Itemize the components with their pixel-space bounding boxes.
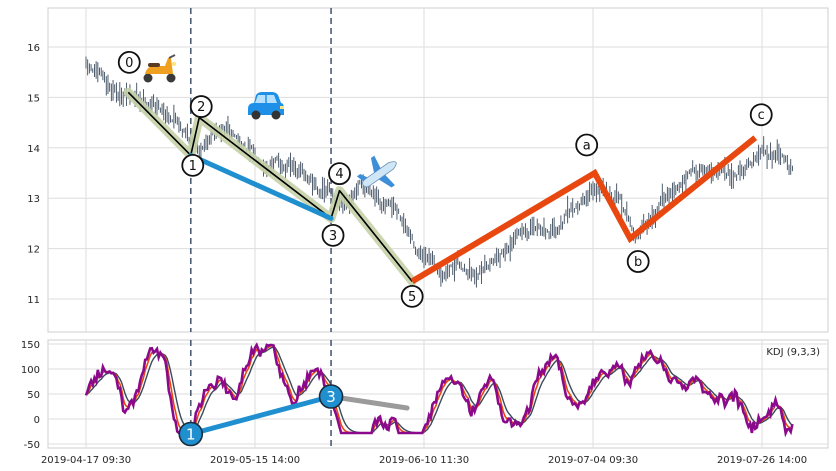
wave-label-text: b	[634, 255, 642, 270]
wave-1-3-connector-line	[188, 152, 334, 221]
x-tick-label: 2019-06-10 11:30	[379, 455, 469, 466]
wave-label-circle	[189, 95, 213, 118]
price-y-ticks: 11 12 13 14 15 16	[27, 43, 40, 306]
scooter-wheel-front	[166, 73, 176, 83]
kdj-y-tick-label: -50	[24, 440, 40, 451]
wave-label-text: c	[758, 108, 765, 123]
airplane-wing-bottom	[378, 174, 395, 188]
kdj-annotation-label: 3	[326, 388, 336, 406]
wave-label-text: a	[583, 139, 591, 154]
kdj-lines	[84, 342, 794, 438]
car-wheel-rear	[251, 110, 261, 120]
scooter-wheel-rear	[143, 73, 153, 83]
kdj-annotation-label: 1	[186, 426, 196, 444]
wave-label-text: 2	[197, 100, 205, 115]
kdj-y-tick-label: 150	[21, 340, 40, 351]
scooter-handle	[168, 54, 176, 59]
price-y-tick-label: 16	[27, 43, 40, 54]
price-panel-frame	[47, 7, 829, 333]
airplane-icon	[356, 155, 397, 188]
kdj-y-ticks: -50 0 50 100 150	[21, 340, 40, 451]
kdj-annotation-line	[188, 394, 334, 437]
kdj-annotation-tail	[328, 394, 410, 411]
car-wheel-front	[271, 110, 281, 120]
kdj-y-tick-label: 100	[21, 365, 40, 376]
wave-label-text: 4	[335, 167, 343, 182]
wave-label-circle	[181, 153, 205, 177]
impulse-wave-line	[127, 91, 413, 282]
scooter-seat	[148, 63, 160, 67]
wave-label-circle	[626, 250, 650, 273]
wave-label-text: 3	[329, 229, 337, 244]
kdj-d-line	[85, 346, 793, 434]
kdj-legend: KDJ (9,3,3)	[766, 347, 820, 358]
wave-label-text: 5	[408, 290, 416, 305]
wave-label-circle	[117, 50, 141, 74]
x-tick-label: 2019-04-17 09:30	[41, 455, 131, 466]
kdj-y-tick-label: 0	[34, 415, 40, 426]
scooter-icon	[143, 54, 176, 83]
airplane-fuselage	[362, 161, 397, 188]
price-y-tick-label: 15	[27, 93, 40, 104]
wave-label-text: 1	[189, 159, 197, 174]
car-icon	[248, 92, 284, 120]
airplane-tail	[356, 174, 368, 181]
emoji-icons	[143, 54, 397, 188]
wave-label-circle	[328, 162, 351, 186]
price-y-tick-label: 14	[27, 144, 40, 155]
correction-wave-line	[410, 135, 758, 284]
kdj-annotation-circle	[318, 384, 344, 409]
kdj-annotation-circle	[178, 421, 204, 447]
scooter-light	[172, 62, 176, 66]
airplane-wing-top	[370, 155, 381, 173]
wave-label-circle	[749, 103, 773, 127]
wave-label-circle	[575, 133, 599, 157]
x-tick-label: 2019-07-26 14:00	[717, 455, 807, 466]
wave-label-text: 0	[125, 56, 133, 71]
car-light	[280, 106, 284, 109]
wave-lines	[123, 87, 758, 286]
price-y-tick-label: 11	[27, 295, 40, 306]
price-y-tick-label: 12	[27, 245, 40, 256]
x-tick-label: 2019-07-04 09:30	[548, 455, 638, 466]
kdj-j-line	[84, 342, 794, 438]
kdj-annotations: 13	[178, 384, 410, 447]
x-ticks: 2019-04-17 09:30 2019-05-15 14:00 2019-06-…	[41, 455, 807, 466]
kdj-y-tick-label: 50	[27, 390, 40, 401]
price-y-tick-label: 13	[27, 194, 40, 205]
wave-labels: 0 1 2 3 4 5 a b c	[117, 50, 773, 308]
wave-label-circle	[321, 223, 345, 247]
x-tick-label: 2019-05-15 14:00	[210, 455, 300, 466]
wave-label-circle	[400, 284, 424, 308]
